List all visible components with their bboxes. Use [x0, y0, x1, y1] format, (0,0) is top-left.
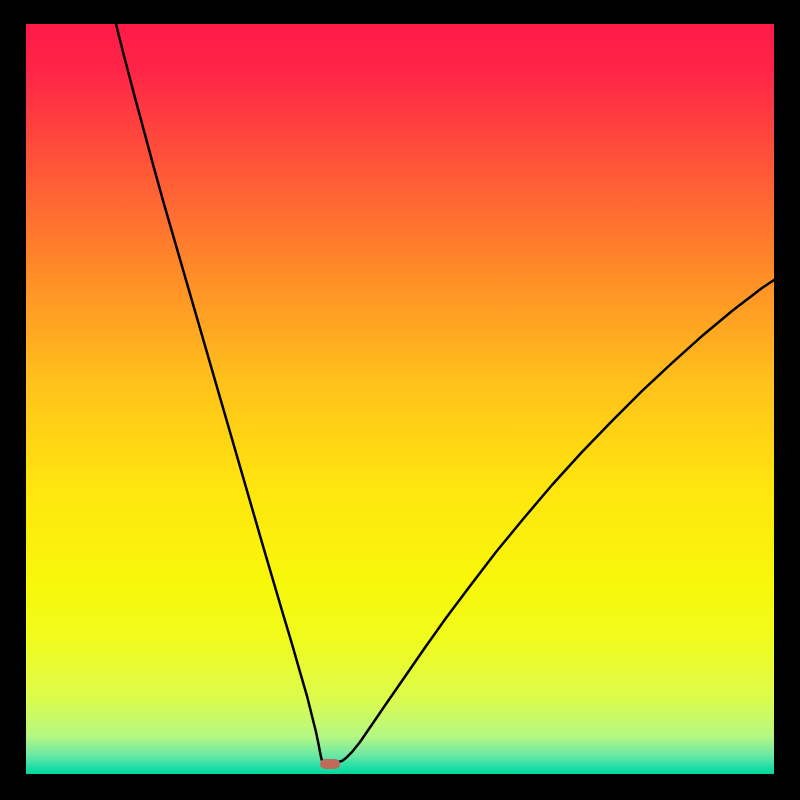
frame-top	[0, 0, 800, 24]
frame-bottom	[0, 774, 800, 800]
gradient-background	[26, 24, 774, 774]
plot-area	[26, 24, 774, 774]
vertex-marker	[320, 759, 340, 769]
frame-left	[0, 0, 26, 800]
frame-right	[774, 0, 800, 800]
chart-svg-layer	[26, 24, 774, 774]
chart-canvas: TheBottleneck.com	[0, 0, 800, 800]
